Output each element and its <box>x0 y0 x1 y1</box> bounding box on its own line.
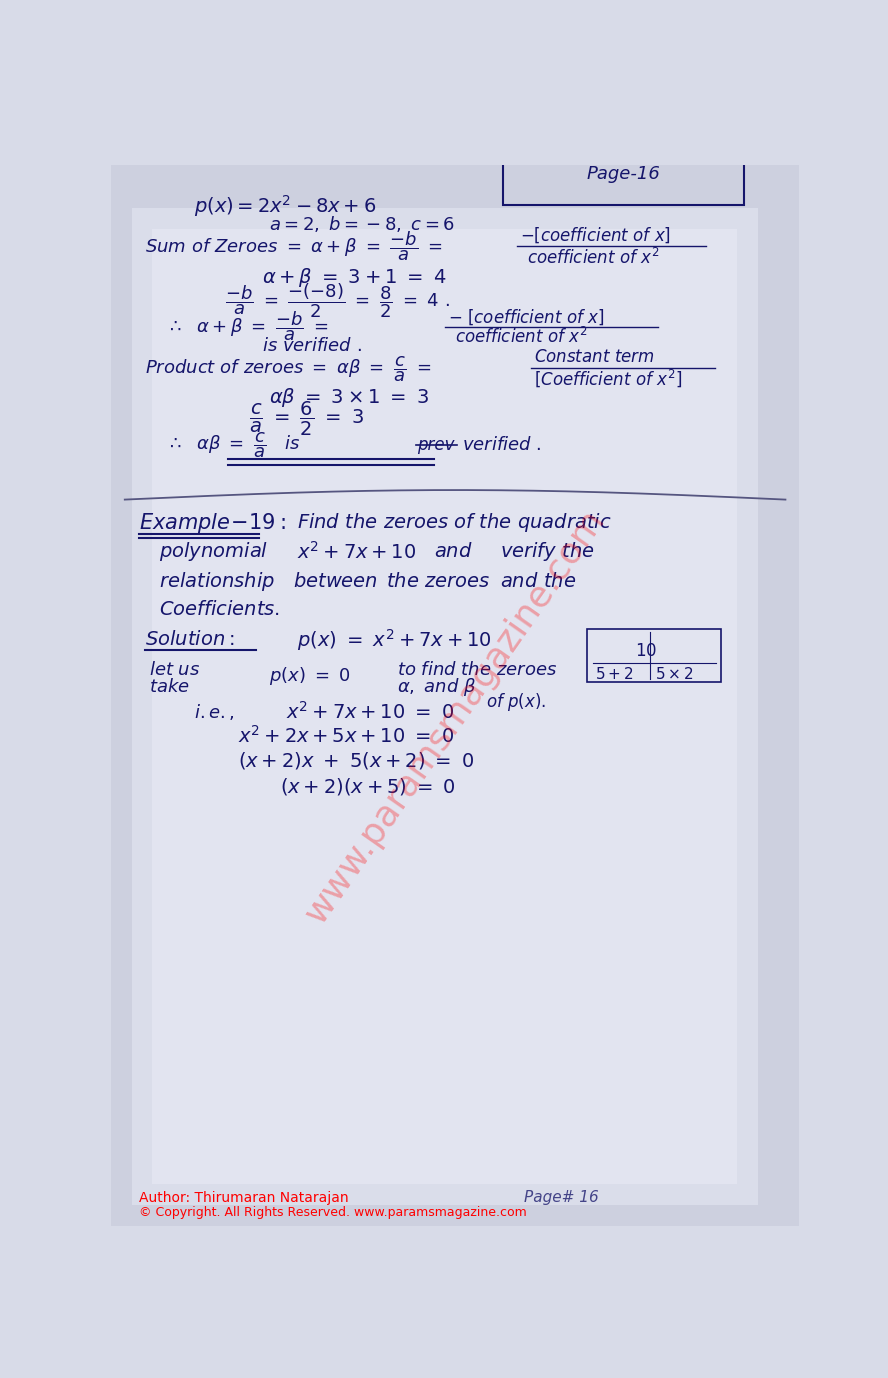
Text: $5\times2$: $5\times2$ <box>654 666 694 682</box>
Text: $Coefficients.$: $Coefficients.$ <box>159 601 281 620</box>
Text: $Example\!-\!19:$: $Example\!-\!19:$ <box>139 511 285 535</box>
Text: $to\ find\ the\ zeroes$: $to\ find\ the\ zeroes$ <box>397 661 557 679</box>
Text: $(x+2)(x+5)\ =\ 0$: $(x+2)(x+5)\ =\ 0$ <box>280 776 456 796</box>
Text: $verified\ .$: $verified\ .$ <box>462 437 542 455</box>
Text: Page# 16: Page# 16 <box>524 1191 599 1206</box>
Text: $Constant\ term$: $Constant\ term$ <box>535 349 655 367</box>
Text: $p(x)\ =\ 0$: $p(x)\ =\ 0$ <box>269 664 352 686</box>
Text: $Product\ of\ zeroes\ =\ \alpha\beta\ =\ \dfrac{c}{a}\ =$: $Product\ of\ zeroes\ =\ \alpha\beta\ =\… <box>146 354 432 384</box>
Text: $between$: $between$ <box>293 572 378 591</box>
Text: $relationship$: $relationship$ <box>159 569 275 593</box>
Text: $let\ us$: $let\ us$ <box>149 661 200 679</box>
Text: $\dfrac{c}{a}\ =\ \dfrac{6}{2}\ =\ 3$: $\dfrac{c}{a}\ =\ \dfrac{6}{2}\ =\ 3$ <box>249 400 364 438</box>
Text: $and\ the$: $and\ the$ <box>500 572 576 591</box>
Text: $coefficient\ of\ x^2$: $coefficient\ of\ x^2$ <box>455 327 588 347</box>
Text: $\therefore\ \ \alpha\beta\ =\ \dfrac{c}{a}\ \ \ is$: $\therefore\ \ \alpha\beta\ =\ \dfrac{c}… <box>166 431 300 460</box>
Text: $5+2$: $5+2$ <box>595 666 633 682</box>
Text: $\dfrac{-b}{a}\ =\ \dfrac{-(-8)}{2}\ =\ \dfrac{8}{2}\ =\ 4\ .$: $\dfrac{-b}{a}\ =\ \dfrac{-(-8)}{2}\ =\ … <box>225 282 449 321</box>
Text: $is\ verified\ .$: $is\ verified\ .$ <box>263 336 362 354</box>
Text: $Sum\ of\ Zeroes\ =\ \alpha+\beta\ =\ \dfrac{-b}{a}\ =$: $Sum\ of\ Zeroes\ =\ \alpha+\beta\ =\ \d… <box>146 229 443 263</box>
Text: $of\ p(x).$: $of\ p(x).$ <box>486 692 546 714</box>
Text: $\alpha\beta\ =\ 3\times1\ =\ 3$: $\alpha\beta\ =\ 3\times1\ =\ 3$ <box>269 386 430 409</box>
Text: $10$: $10$ <box>636 642 657 660</box>
Text: $Find\ the\ zeroes\ of\ the\ quadratic$: $Find\ the\ zeroes\ of\ the\ quadratic$ <box>297 511 612 535</box>
Text: $take$: $take$ <box>149 678 190 696</box>
Text: $verify\ the$: $verify\ the$ <box>500 540 595 564</box>
Text: $p(x)\ =\ x^2+7x+10$: $p(x)\ =\ x^2+7x+10$ <box>297 627 491 653</box>
Bar <box>153 229 737 1184</box>
Text: $x^2+2x+5x+10\ =\ 0$: $x^2+2x+5x+10\ =\ 0$ <box>238 725 455 747</box>
Text: $the\ zeroes$: $the\ zeroes$ <box>386 572 490 591</box>
Text: $Solution:$: $Solution:$ <box>146 630 235 649</box>
Text: $\alpha+\beta\ =\ 3+1\ =\ 4$: $\alpha+\beta\ =\ 3+1\ =\ 4$ <box>263 266 447 289</box>
Text: Author: Thirumaran Natarajan: Author: Thirumaran Natarajan <box>139 1191 348 1204</box>
Text: $p(x) = 2x^2-8x + 6$: $p(x) = 2x^2-8x + 6$ <box>194 193 376 219</box>
Text: $x^2+7x+10$: $x^2+7x+10$ <box>297 540 416 562</box>
Text: $\alpha,\ and\ \beta$: $\alpha,\ and\ \beta$ <box>397 677 476 699</box>
Text: $-[coefficient\ of\ x]$: $-[coefficient\ of\ x]$ <box>520 226 671 245</box>
Text: © Copyright. All Rights Reserved. www.paramsmagazine.com: © Copyright. All Rights Reserved. www.pa… <box>139 1206 527 1220</box>
Text: $\therefore\ \ \alpha+\beta\ =\ \dfrac{-b}{a}\ =$: $\therefore\ \ \alpha+\beta\ =\ \dfrac{-… <box>166 310 329 343</box>
Text: $i.e.,$: $i.e.,$ <box>194 701 234 722</box>
Text: $a = 2,\ b=-8,\ c = 6$: $a = 2,\ b=-8,\ c = 6$ <box>269 214 456 234</box>
Text: Page-16: Page-16 <box>587 165 661 183</box>
Text: $[Coefficient\ of\ x^2]$: $[Coefficient\ of\ x^2]$ <box>535 368 683 390</box>
Text: prev: prev <box>417 437 455 455</box>
Text: $x^2+7x+10\ =\ 0$: $x^2+7x+10\ =\ 0$ <box>287 701 455 722</box>
Text: $(x+2)x\ +\ 5(x+2)\ =\ 0$: $(x+2)x\ +\ 5(x+2)\ =\ 0$ <box>238 750 474 772</box>
Text: $polynomial$: $polynomial$ <box>159 540 268 564</box>
Text: $-\ [coefficient\ of\ x]$: $-\ [coefficient\ of\ x]$ <box>448 307 605 327</box>
Text: $and$: $and$ <box>434 542 473 561</box>
Text: $coefficient\ of\ x^2$: $coefficient\ of\ x^2$ <box>527 248 660 267</box>
Text: www.paramsmagazine.com: www.paramsmagazine.com <box>298 504 612 930</box>
